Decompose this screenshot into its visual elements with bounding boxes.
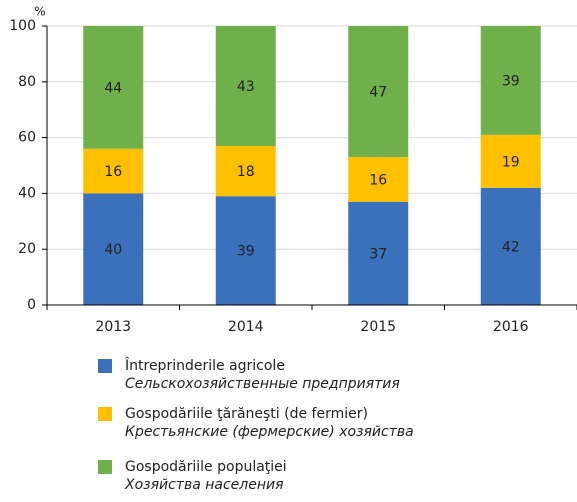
data-label: 37 (369, 246, 387, 262)
bar-segment (215, 26, 276, 146)
y-tick-label: 80 (18, 74, 36, 90)
data-label: 16 (104, 164, 122, 180)
data-label: 18 (237, 164, 255, 180)
legend-label-ru: Хозяйства населения (124, 477, 284, 493)
y-unit: % (34, 5, 45, 19)
y-tick-label: 0 (27, 297, 36, 313)
bar-segment (480, 134, 541, 188)
x-tick-label: 2016 (493, 319, 529, 335)
bar-segment (215, 196, 276, 305)
legend-label-ru: Сельскохозяйственные предприятия (125, 376, 400, 392)
x-tick-label: 2014 (228, 319, 264, 335)
bar-segment (348, 26, 409, 158)
data-label: 42 (502, 239, 520, 255)
legend-swatch (98, 460, 112, 474)
bar-segment (215, 145, 276, 197)
bar-segment (83, 193, 144, 305)
legend-label-ru: Крестьянские (фермерские) хозяйства (125, 424, 414, 440)
data-label: 39 (237, 244, 255, 260)
legend-label: Gospodăriile ţărăneşti (de fermier) (125, 406, 368, 422)
data-label: 40 (104, 242, 122, 258)
x-tick-label: 2013 (95, 319, 131, 335)
data-label: 39 (502, 73, 520, 89)
bar-segment (480, 187, 541, 305)
data-label: 19 (502, 154, 520, 170)
bar-segment (348, 201, 409, 305)
bar-segment (480, 26, 541, 135)
legend-swatch (98, 407, 112, 421)
bar-segment (348, 157, 409, 202)
bar-segment (83, 26, 144, 149)
y-tick-label: 40 (18, 185, 36, 201)
data-label: 44 (104, 80, 122, 96)
y-tick-label: 60 (18, 130, 36, 146)
y-tick-label: 20 (18, 241, 36, 257)
data-label: 16 (369, 172, 387, 188)
legend-swatch (98, 359, 112, 373)
data-label: 43 (237, 79, 255, 95)
legend-label: Gospodăriile populaţiei (125, 459, 287, 475)
data-label: 47 (369, 85, 387, 101)
x-tick-label: 2015 (360, 319, 396, 335)
bar-segment (83, 148, 144, 194)
legend-label: Întreprinderile agricole (124, 356, 285, 374)
y-tick-label: 100 (9, 18, 36, 34)
